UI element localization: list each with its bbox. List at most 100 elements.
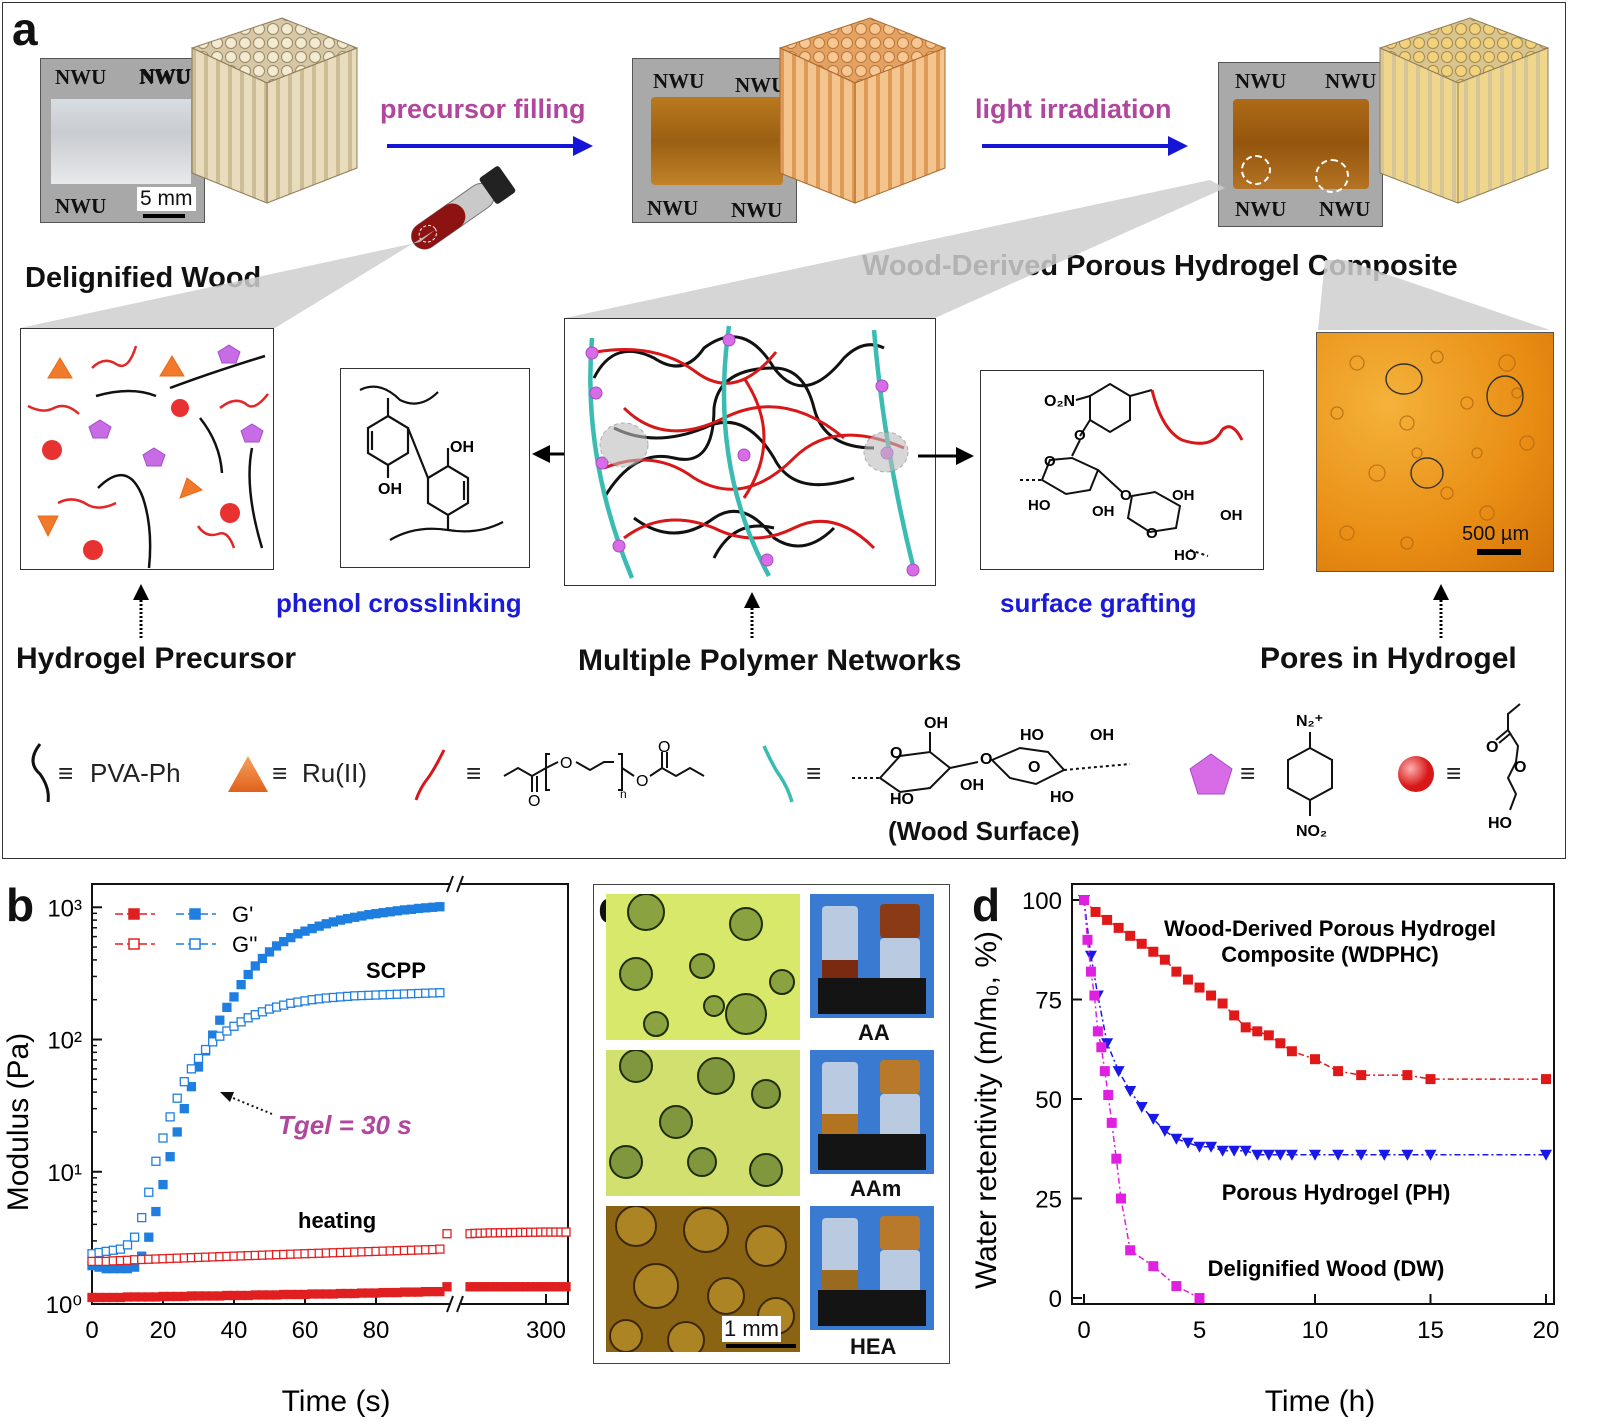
data-point xyxy=(144,1187,154,1197)
y-tick-label: 50 xyxy=(1035,1087,1062,1114)
precursor-filling-label: precursor filling xyxy=(380,94,586,124)
data-point xyxy=(1286,1046,1297,1057)
ru-label: Ru(II) xyxy=(302,758,367,788)
diazonium-label: N₂⁺ xyxy=(1296,713,1323,730)
x-tick-label: 15 xyxy=(1417,1317,1444,1344)
surface-grafting-structure: O₂N O O HO OH OH OH O HO O xyxy=(1020,382,1244,564)
y-axis-label: Modulus (Pa) xyxy=(2,1033,35,1211)
wood-atom-label: HO xyxy=(1020,727,1044,744)
y-tick-label: 10² xyxy=(47,1028,82,1055)
y-tick-label: 0 xyxy=(1049,1286,1062,1313)
axis-break-mark xyxy=(456,875,464,893)
data-point xyxy=(1103,1090,1114,1101)
diazonium-pentagon-icon xyxy=(1189,753,1233,795)
nwu-label: NWU xyxy=(647,196,699,220)
phenol-crosslinking-box xyxy=(340,368,530,568)
panel-d-letter: d xyxy=(972,879,1001,931)
aa-vial-photo xyxy=(810,894,934,1018)
data-point xyxy=(1125,1245,1136,1256)
x-tick-label: 20 xyxy=(1533,1317,1560,1344)
data-point xyxy=(1216,1145,1229,1157)
data-point xyxy=(1085,966,1096,977)
data-point xyxy=(151,1156,161,1166)
scale-bar xyxy=(1477,549,1521,555)
series-label: Porous Hydrogel (PH) xyxy=(1222,1180,1451,1205)
wood-atom-label: O xyxy=(980,751,992,768)
annotation-tgel: Tgel = 30 s xyxy=(278,1110,412,1140)
data-point xyxy=(1111,1153,1122,1164)
data-point xyxy=(1106,1117,1117,1128)
data-point xyxy=(1378,1149,1391,1161)
data-point xyxy=(1171,966,1182,977)
water-retention-chart: Water retentivity (m/m₀, %) Time (h) 0 25… xyxy=(970,883,1560,1418)
equivalence-symbol: ≡ xyxy=(58,758,74,788)
wood-atom-label: OH xyxy=(1090,727,1114,744)
data-point xyxy=(236,979,246,990)
data-point xyxy=(1113,922,1124,933)
data-point xyxy=(1206,990,1217,1001)
x-tick-label: 10 xyxy=(1302,1317,1329,1344)
pva-ph-label: PVA-Ph xyxy=(90,758,181,788)
pegda-atom-label: O xyxy=(528,793,540,810)
phenol-oh-label: OH xyxy=(450,439,474,456)
data-point xyxy=(1112,1066,1125,1078)
data-point xyxy=(257,953,268,964)
aa-micrograph xyxy=(606,894,800,1040)
plot-frame xyxy=(1071,883,1555,1305)
y-tick-label: 10³ xyxy=(47,895,82,922)
pores-micrograph: 500 µm xyxy=(1316,332,1554,572)
data-point xyxy=(1101,1038,1114,1050)
data-point xyxy=(129,1232,140,1242)
data-point xyxy=(1136,938,1147,949)
plot-frame xyxy=(91,883,569,1305)
data-point xyxy=(165,1152,175,1162)
data-point xyxy=(1082,934,1093,945)
data-point xyxy=(1355,1149,1368,1161)
x-tick-label: 60 xyxy=(292,1317,319,1344)
graft-atom-label: OH xyxy=(1092,503,1115,520)
data-point xyxy=(151,1206,161,1217)
panel-a-letter: a xyxy=(12,3,38,55)
axis-break-mark xyxy=(446,1295,454,1313)
data-point xyxy=(158,1133,168,1143)
data-point xyxy=(186,1082,197,1092)
data-point xyxy=(1147,1113,1160,1125)
graft-atom-label: O xyxy=(1074,427,1086,444)
diazonium-label: NO₂ xyxy=(1296,823,1327,840)
data-point xyxy=(1239,1145,1252,1157)
data-point xyxy=(243,969,253,980)
data-point xyxy=(264,947,275,957)
data-point xyxy=(1263,1030,1274,1041)
data-point xyxy=(1102,914,1113,925)
x-tick-label: 20 xyxy=(150,1317,177,1344)
axis-break-mark xyxy=(446,875,454,893)
equivalence-symbol: ≡ xyxy=(272,758,288,788)
pegda-atom-label: O xyxy=(560,755,572,772)
arrow-right-icon xyxy=(982,136,1188,156)
series-label: Delignified Wood (DW) xyxy=(1208,1256,1445,1281)
nwu-label: NWU xyxy=(731,198,783,222)
nwu-label: NWU xyxy=(1325,69,1377,93)
nwu-label: NWU xyxy=(139,65,191,89)
data-point xyxy=(435,902,445,912)
pores-scale-label: 500 µm xyxy=(1462,523,1530,545)
x-tick-label: 0 xyxy=(1077,1317,1090,1344)
data-point xyxy=(222,1026,232,1036)
nwu-label: NWU xyxy=(1235,197,1287,221)
annotation-heating: heating xyxy=(298,1208,376,1233)
scale-bar xyxy=(143,214,185,218)
graft-atom-label: O xyxy=(1146,525,1158,542)
data-point xyxy=(158,1179,168,1190)
wood-cube-composite-icon xyxy=(1378,17,1550,204)
pegda-atom-label: O xyxy=(658,740,670,756)
data-point xyxy=(1252,1026,1263,1037)
data-point xyxy=(229,992,239,1002)
data-point xyxy=(179,1104,189,1114)
aam-micrograph xyxy=(606,1050,800,1196)
data-point xyxy=(1125,930,1136,941)
equivalence-symbol: ≡ xyxy=(466,758,482,788)
y-tick-label: 100 xyxy=(1022,888,1062,915)
data-point xyxy=(1541,1074,1551,1085)
data-point xyxy=(1171,1281,1182,1292)
data-point xyxy=(1356,1070,1367,1081)
